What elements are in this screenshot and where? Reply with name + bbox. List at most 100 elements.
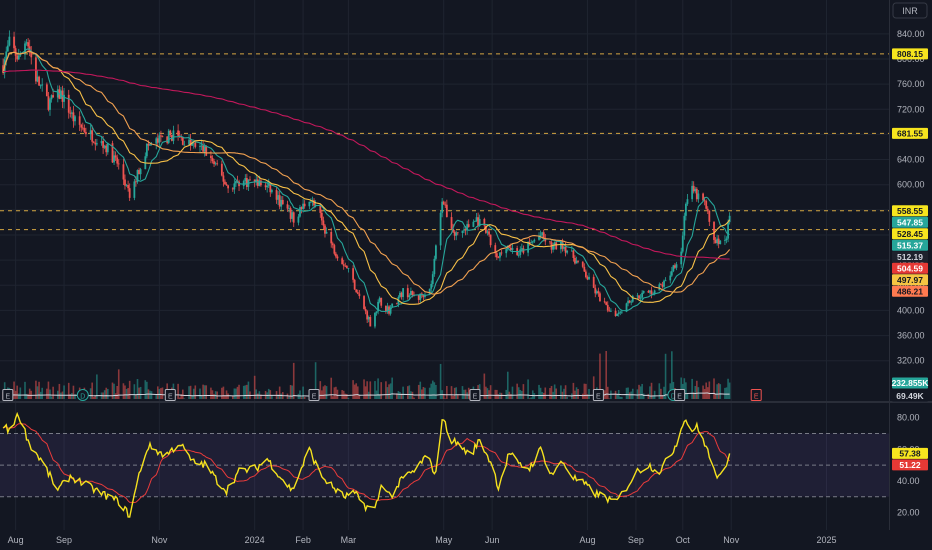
volume-bar: [38, 381, 40, 399]
candle-body: [213, 161, 215, 165]
candle-body: [166, 136, 169, 143]
candle-body: [475, 217, 478, 222]
rsi-lines: [2, 411, 731, 518]
volume-bar: [439, 363, 442, 399]
volume-bar: [585, 383, 587, 399]
candle-body: [419, 293, 422, 300]
candle-body: [158, 135, 161, 143]
candle-body: [324, 225, 326, 234]
earnings-icon: [750, 389, 762, 401]
candle-body: [533, 239, 536, 242]
candle-body: [694, 188, 697, 192]
candle-body: [452, 228, 454, 232]
volume-bar: [538, 384, 540, 399]
volume-bar: [331, 396, 334, 399]
candle-body: [433, 258, 436, 275]
event-marker[interactable]: E: [2, 389, 14, 401]
rsi-band-group: [0, 432, 889, 498]
candle-body: [691, 185, 694, 200]
event-marker[interactable]: E: [164, 389, 176, 401]
volume-bar: [364, 386, 367, 399]
candle-body: [444, 204, 447, 206]
candle-body: [111, 143, 114, 163]
ma_200-line: [3, 69, 730, 260]
volume-bar: [430, 383, 433, 399]
time-axis[interactable]: Aug Sep Nov 2024 Feb Mar May Jun Aug Sep Oct Nov 202…: [8, 535, 837, 545]
volume-bar: [717, 383, 720, 399]
candle-body: [417, 295, 420, 300]
volume-badge-text: 232.855K: [892, 378, 930, 388]
price-tick-label: 840.00: [897, 29, 925, 39]
event-marker[interactable]: E: [750, 389, 762, 401]
candle-body: [78, 116, 81, 125]
volume-bar: [380, 382, 383, 399]
event-marker-label: D: [80, 394, 85, 401]
volume-bar: [660, 388, 662, 399]
candle-body: [485, 225, 487, 233]
candle-body: [450, 217, 453, 229]
volume-bar: [225, 390, 228, 399]
event-marker[interactable]: E: [469, 389, 481, 401]
candle-body: [538, 236, 540, 240]
price-axis[interactable]: 840.00800.00760.00720.00680.00640.00600.…: [897, 29, 925, 366]
price-tick-label: 360.00: [897, 331, 925, 341]
event-marker[interactable]: E: [674, 389, 686, 401]
volume-bar: [708, 381, 711, 399]
price-badge: 681.55: [892, 127, 928, 139]
volume-bar: [211, 390, 214, 399]
volume-bar: [366, 381, 368, 399]
volume-bar: [321, 390, 323, 399]
candle-body: [92, 141, 95, 143]
event-marker[interactable]: E: [592, 389, 604, 401]
volume-bar: [713, 378, 715, 399]
price-badge-bg: [892, 285, 928, 297]
volume-bar: [505, 389, 508, 399]
volume-bar: [203, 385, 206, 399]
volume-bar: [355, 383, 358, 399]
candle-body: [13, 36, 15, 49]
volume-bar: [188, 386, 190, 399]
volume-bar: [128, 380, 131, 399]
volume-bar: [322, 386, 325, 399]
volume-bar: [255, 389, 258, 399]
candle-body: [16, 55, 19, 60]
dividend-icon: [76, 389, 89, 401]
volume-bar: [636, 389, 639, 399]
candle-body: [697, 193, 700, 200]
volume-bar: [563, 388, 565, 399]
candle-body: [69, 112, 72, 114]
candle-body: [663, 280, 665, 287]
volume-bar: [116, 385, 118, 399]
volume-bar: [244, 385, 247, 399]
candle-body: [670, 271, 673, 276]
time-tick-label: Sep: [628, 535, 644, 545]
candle-body: [188, 139, 190, 145]
volume-bar: [356, 386, 359, 399]
event-marker[interactable]: E: [308, 389, 320, 401]
price-badge-bg: [892, 205, 928, 217]
volume-bar: [631, 388, 634, 399]
candle-body: [499, 252, 501, 258]
volume-bar: [124, 385, 126, 399]
candle-body: [683, 215, 686, 236]
candle-body: [408, 295, 411, 298]
candle-body: [617, 312, 620, 314]
volume-bar: [150, 391, 153, 399]
volume-bar: [386, 387, 389, 399]
candle-body: [275, 189, 278, 200]
candle-body: [256, 179, 259, 186]
candle-body: [664, 280, 667, 282]
candle-body: [642, 291, 645, 293]
volume-ma-badge-bg: [892, 390, 928, 402]
volume-bar: [581, 393, 584, 399]
candle-body: [100, 141, 103, 144]
volume-bar: [466, 392, 468, 399]
candle-body: [161, 136, 164, 138]
candle-body: [542, 232, 545, 238]
event-marker[interactable]: D: [76, 389, 89, 401]
candle-body: [631, 295, 634, 302]
volume-bar: [269, 390, 272, 399]
price-tick-label: 320.00: [897, 356, 925, 366]
